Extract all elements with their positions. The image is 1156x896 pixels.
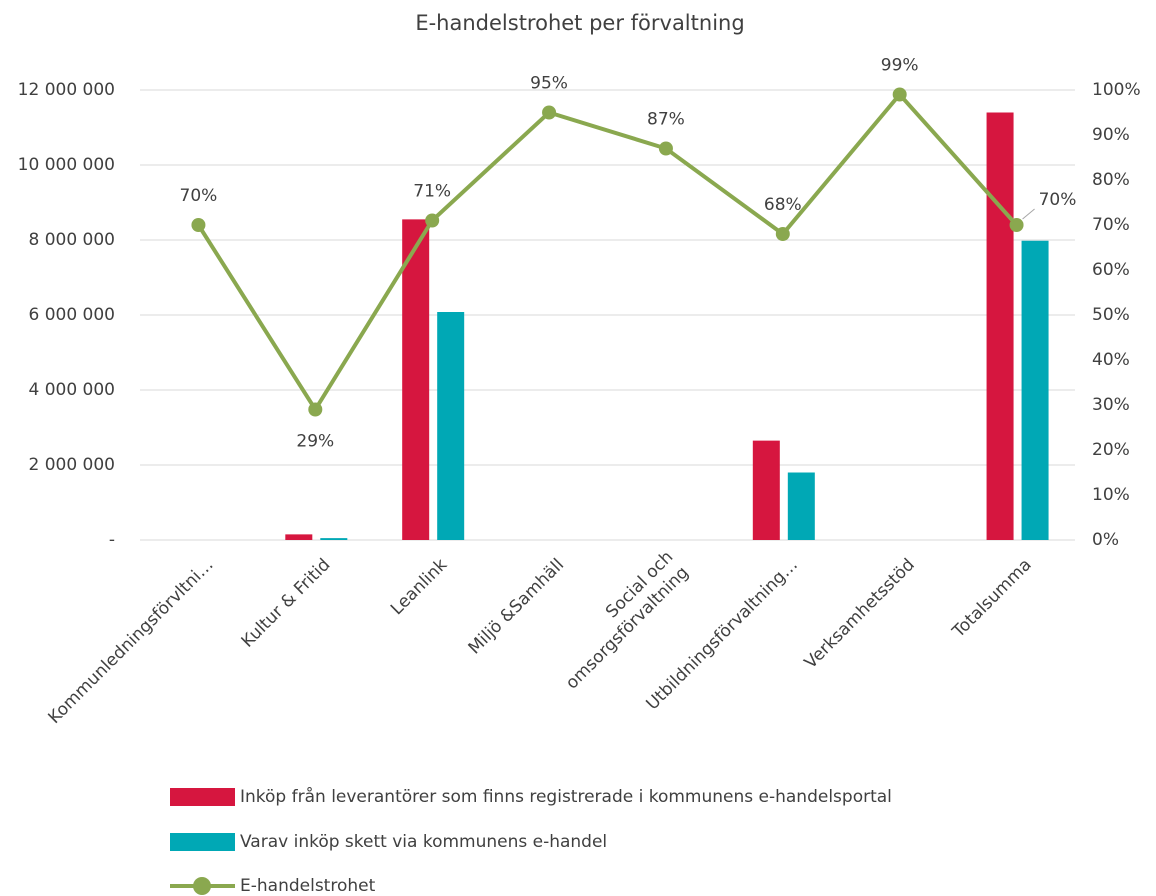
line-point: [892, 87, 907, 102]
y2-tick-label: 0%: [1092, 530, 1119, 550]
x-tick-label: Totalsumma: [948, 555, 1036, 643]
bar: [285, 534, 313, 540]
x-tick-label: Leanlink: [387, 555, 451, 619]
legend-swatch: [170, 833, 235, 851]
data-label: 99%: [881, 56, 919, 76]
y2-tick-label: 10%: [1092, 485, 1130, 505]
data-label: 29%: [296, 432, 334, 452]
bar: [1021, 240, 1049, 540]
y2-tick-label: 100%: [1092, 80, 1141, 100]
y2-tick-label: 40%: [1092, 350, 1130, 370]
y-tick-label: 2 000 000: [28, 455, 115, 475]
x-tick-label: Kultur & Fritid: [238, 555, 335, 652]
x-tick-label: Miljö &Samhäll: [465, 555, 568, 658]
y2-tick-label: 80%: [1092, 170, 1130, 190]
y2-tick-label: 60%: [1092, 260, 1130, 280]
line-point: [542, 105, 557, 120]
data-label: 68%: [764, 195, 802, 215]
line-point: [425, 213, 440, 228]
y-tick-label: -: [109, 530, 115, 550]
line-point: [775, 227, 790, 241]
y-tick-label: 12 000 000: [18, 80, 115, 100]
bar: [787, 472, 815, 540]
line-point: [1009, 218, 1024, 232]
y-tick-label: 10 000 000: [18, 155, 115, 175]
data-label: 87%: [647, 110, 685, 130]
y2-tick-label: 50%: [1092, 305, 1130, 325]
bar: [986, 112, 1014, 540]
legend-label: E-handelstrohet: [240, 876, 376, 896]
line: [196, 91, 1019, 414]
data-label: 70%: [1039, 190, 1077, 210]
y-tick-label: 4 000 000: [28, 380, 115, 400]
data-label: 95%: [530, 74, 568, 94]
y2-tick-label: 30%: [1092, 395, 1130, 415]
y-tick-label: 6 000 000: [28, 305, 115, 325]
legend-label: Inköp från leverantörer som finns regist…: [240, 786, 892, 807]
bar: [437, 312, 465, 540]
x-tick-label: Verksamhetsstöd: [801, 555, 919, 673]
line-point: [191, 218, 206, 232]
bar: [320, 538, 348, 540]
data-label: 70%: [180, 186, 218, 206]
leader-line: [1022, 208, 1035, 220]
line-point: [658, 141, 673, 156]
y2-tick-label: 70%: [1092, 215, 1130, 235]
line-point: [308, 402, 323, 417]
legend-swatch: [170, 788, 235, 806]
legend-swatch: [193, 877, 211, 895]
bar: [752, 440, 780, 540]
y2-tick-label: 20%: [1092, 440, 1130, 460]
y-tick-label: 8 000 000: [28, 230, 115, 250]
bar: [402, 219, 430, 540]
legend-label: Varav inköp skett via kommunens e-handel: [240, 832, 607, 852]
chart-title: E-handelstrohet per förvaltning: [415, 11, 744, 35]
data-label: 71%: [413, 182, 451, 202]
x-tick-label: Kommunledningsförvltni…: [45, 555, 218, 728]
y2-tick-label: 90%: [1092, 125, 1130, 145]
